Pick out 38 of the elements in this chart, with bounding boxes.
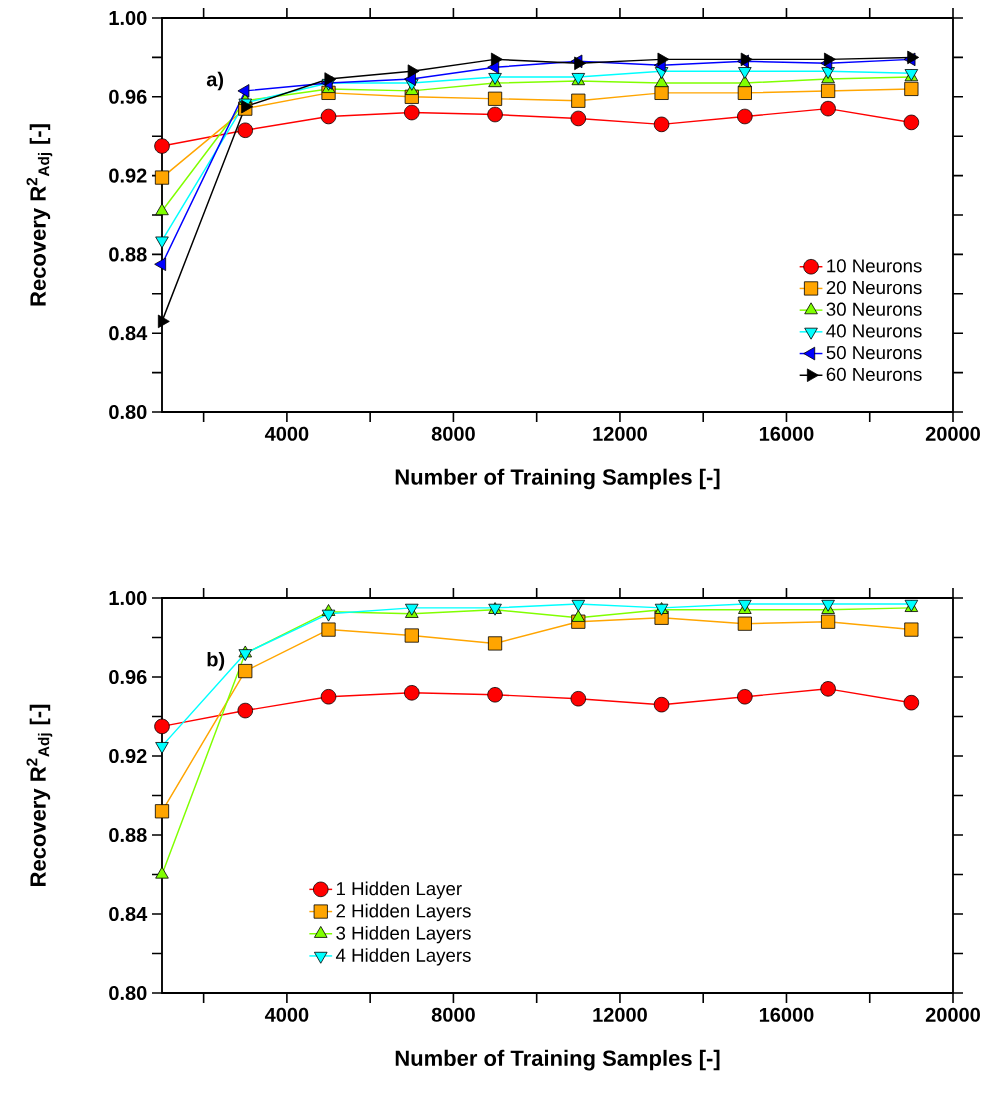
legend-label: 3 Hidden Layers: [336, 925, 471, 944]
y-tick-label: 0.92: [109, 748, 147, 764]
x-tick-label: 20000: [925, 1007, 980, 1022]
y-tick-label: 0.96: [109, 669, 147, 685]
x-tick-label: 4000: [264, 426, 309, 441]
y-tick-label: 0.84: [109, 906, 148, 922]
annotation: a): [206, 71, 224, 91]
legend-label: 30 Neurons: [826, 302, 922, 316]
y-tick-label: 1.00: [109, 590, 147, 606]
legend-label: 40 Neurons: [826, 324, 922, 338]
y-tick-label: 1.00: [109, 10, 147, 26]
legend-label: 4 Hidden Layers: [335, 948, 471, 966]
legend-label: 10 Neurons: [827, 259, 922, 273]
y-axis-title: Recovery R$^{2}$$_{Adj}$ [-]: [26, 124, 53, 306]
y-tick-label: 0.92: [109, 168, 147, 183]
legend-label: 1 Hidden Layer: [336, 881, 462, 899]
annotation: b): [207, 651, 225, 671]
legend-label: 50 Neurons: [826, 346, 922, 360]
legend-label: 2 Hidden Layers: [336, 903, 471, 922]
x-tick-label: 4000: [264, 1007, 309, 1022]
x-tick-label: 8000: [431, 1007, 475, 1022]
y-axis-title: Recovery R$^{2}$$_{Adj}$ [-]: [26, 704, 53, 886]
y-tick-label: 0.96: [109, 89, 147, 104]
x-tick-label: 16000: [759, 1007, 814, 1022]
x-tick-label: 20000: [925, 426, 980, 441]
x-tick-label: 12000: [593, 1007, 647, 1022]
x-tick-label: 16000: [759, 426, 814, 441]
y-tick-label: 0.88: [109, 827, 147, 843]
y-tick-label: 0.80: [109, 985, 147, 1001]
x-axis-title: Number of Training Samples [-]: [395, 468, 720, 490]
y-tick-label: 0.88: [109, 247, 147, 262]
x-tick-label: 8000: [431, 426, 475, 441]
legend-label: 20 Neurons: [826, 280, 922, 295]
x-tick-label: 12000: [593, 426, 647, 441]
legend-label: 60 Neurons: [826, 367, 922, 381]
y-tick-label: 0.84: [109, 326, 148, 341]
y-tick-label: 0.80: [109, 404, 147, 420]
x-axis-title: Number of Training Samples [-]: [395, 1049, 720, 1071]
